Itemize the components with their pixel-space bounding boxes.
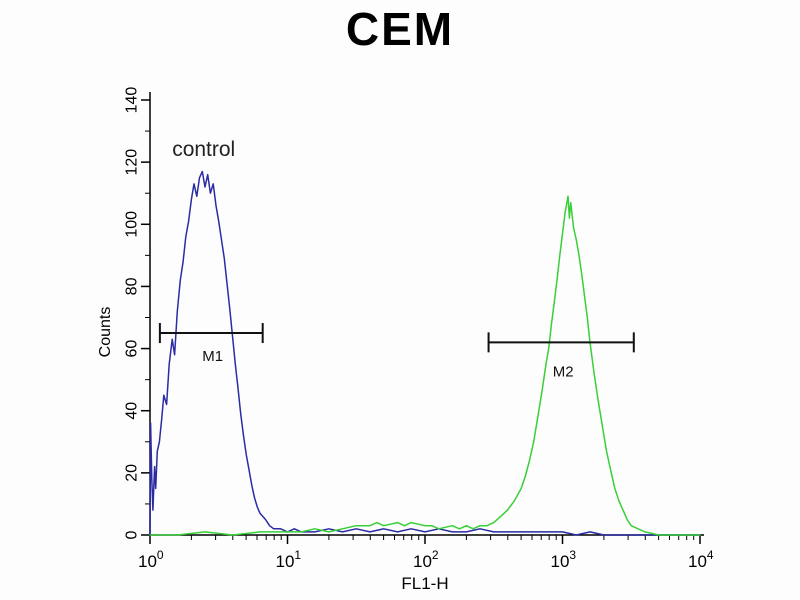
y-tick-label: 120 xyxy=(124,149,141,176)
gate-label-M2: M2 xyxy=(553,364,574,381)
y-tick-label: 40 xyxy=(124,402,141,420)
y-tick-label: 60 xyxy=(124,340,141,358)
chart-title: CEM xyxy=(345,3,455,55)
x-tick-label: 100 xyxy=(138,548,164,571)
y-tick-label: 0 xyxy=(124,530,141,539)
x-tick-label: 102 xyxy=(413,548,439,571)
gate-label-M1: M1 xyxy=(202,348,223,365)
y-tick-label: 140 xyxy=(124,87,141,114)
series-curve-stained xyxy=(149,195,701,536)
series-curve-control xyxy=(149,170,701,536)
x-tick-label: 101 xyxy=(276,548,302,571)
y-axis-label: Counts xyxy=(97,306,114,358)
y-tick-label: 80 xyxy=(124,277,141,295)
x-tick-label: 104 xyxy=(688,548,714,571)
annotation-control: control xyxy=(172,138,235,161)
y-tick-label: 20 xyxy=(124,464,141,482)
x-tick-label: 103 xyxy=(551,548,577,571)
x-axis-label: FL1-H xyxy=(401,574,449,593)
y-tick-label: 100 xyxy=(124,211,141,238)
